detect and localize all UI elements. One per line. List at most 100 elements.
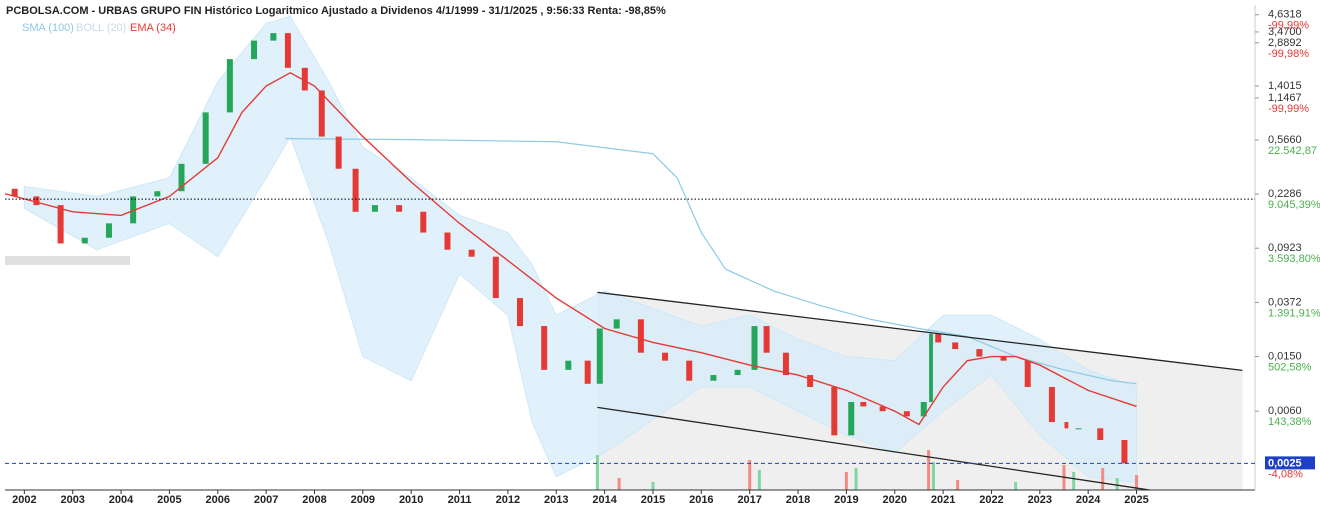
x-tick-label: 2003	[60, 494, 84, 506]
plot-area	[4, 15, 1243, 491]
y-tick-label: 4,6318	[1268, 9, 1302, 21]
candle	[202, 112, 209, 164]
candle	[879, 406, 886, 412]
candle	[318, 90, 325, 137]
y-tick-label: 0,0372	[1268, 296, 1302, 308]
candle	[516, 298, 523, 327]
candle	[11, 188, 18, 197]
candle	[935, 333, 942, 343]
candle	[1097, 428, 1104, 441]
x-tick-label: 2016	[689, 494, 713, 506]
candle	[920, 401, 927, 417]
x-tick-label: 2009	[351, 494, 375, 506]
candle	[541, 326, 548, 370]
chart-title: PCBOLSA.COM - URBAS GRUPO FIN Histórico …	[6, 5, 666, 17]
x-tick-label: 2008	[302, 494, 326, 506]
x-tick-label: 2022	[979, 494, 1003, 506]
volume-bar	[931, 462, 935, 490]
x-tick-label: 2005	[157, 494, 181, 506]
x-tick-label: 2025	[1124, 494, 1148, 506]
percent-label: 1.391,91%	[1268, 307, 1320, 319]
x-tick-label: 2011	[448, 494, 472, 506]
volume-bar	[1101, 468, 1105, 490]
volume-bar	[927, 450, 931, 490]
candle	[178, 163, 185, 192]
y-tick-label: 0,0060	[1268, 405, 1302, 417]
candle	[1048, 387, 1055, 423]
indicator-line	[285, 137, 1137, 385]
x-tick-label: 2018	[786, 494, 810, 506]
y-tick-label: 2,8892	[1268, 37, 1302, 49]
candle	[848, 401, 855, 436]
volume-bar	[651, 482, 655, 490]
candle	[976, 349, 983, 357]
candle	[734, 369, 741, 376]
y-tick-label: 3,4700	[1268, 26, 1302, 38]
candle	[637, 319, 644, 353]
volume-bar	[1014, 482, 1018, 490]
volume-bar	[854, 468, 858, 490]
candle	[929, 333, 933, 402]
volume-bar	[595, 455, 599, 490]
y-tick-label: 0,2286	[1268, 188, 1302, 200]
candle	[335, 136, 342, 169]
candle	[807, 375, 814, 388]
percent-label: 3.593,80%	[1268, 253, 1320, 265]
candle	[1000, 356, 1007, 361]
volume-bar	[844, 472, 848, 490]
candle	[903, 411, 910, 417]
candle	[751, 326, 758, 370]
candle	[396, 205, 403, 212]
candle	[710, 375, 717, 381]
x-tick-label: 2019	[834, 494, 858, 506]
x-tick-label: 2007	[254, 494, 278, 506]
candle	[371, 205, 378, 212]
volume-bar	[757, 470, 761, 490]
candle	[420, 211, 427, 233]
y-tick-label: 1,1467	[1268, 92, 1302, 104]
candle	[763, 326, 770, 353]
y-tick-label: 1,4015	[1268, 80, 1302, 92]
volume-bar	[748, 460, 752, 490]
x-tick-label: 2002	[12, 494, 36, 506]
percent-label: -99,98%	[1268, 48, 1309, 60]
volume-bar	[956, 480, 960, 490]
channel-line	[597, 406, 1150, 491]
percent-label: -99,99%	[1268, 20, 1309, 32]
x-tick-label: 2017	[737, 494, 761, 506]
x-tick-label: 2013	[544, 494, 568, 506]
candle	[226, 59, 233, 113]
legend-entry: SMA (100)	[22, 22, 74, 34]
percent-label: 9.045,39%	[1268, 199, 1320, 211]
candle	[492, 256, 499, 299]
candle	[565, 360, 572, 370]
candle	[270, 33, 277, 41]
percent-label: 143,38%	[1268, 416, 1312, 428]
x-tick-label: 2024	[1076, 494, 1101, 506]
channel-line	[597, 291, 1243, 371]
x-tick-label: 2014	[592, 494, 617, 506]
indicator-line	[4, 71, 1137, 426]
y-tick-label: 0,5660	[1268, 134, 1302, 146]
x-tick-label: 2012	[496, 494, 520, 506]
percent-label: 502,58%	[1268, 361, 1312, 373]
candle	[81, 237, 88, 244]
candle	[1075, 428, 1082, 430]
volume-bar	[1072, 472, 1076, 490]
candle	[596, 328, 603, 384]
candle	[468, 249, 475, 257]
y-tick-label: 0,0150	[1268, 350, 1302, 362]
candle	[154, 191, 161, 197]
x-tick-label: 2021	[931, 494, 955, 506]
current-price-box	[1265, 456, 1315, 470]
y-tick-label: 0,0923	[1268, 242, 1302, 254]
candle	[105, 223, 112, 238]
candle	[57, 205, 64, 244]
candle	[831, 387, 838, 436]
percent-label: -99,99%	[1268, 103, 1309, 115]
current-price-label: 0,0025	[1268, 457, 1302, 469]
percent-label: -4,08%	[1268, 468, 1303, 480]
candle	[662, 352, 669, 361]
candle	[352, 168, 359, 212]
legend-entry: BOLL (20)	[76, 22, 126, 34]
